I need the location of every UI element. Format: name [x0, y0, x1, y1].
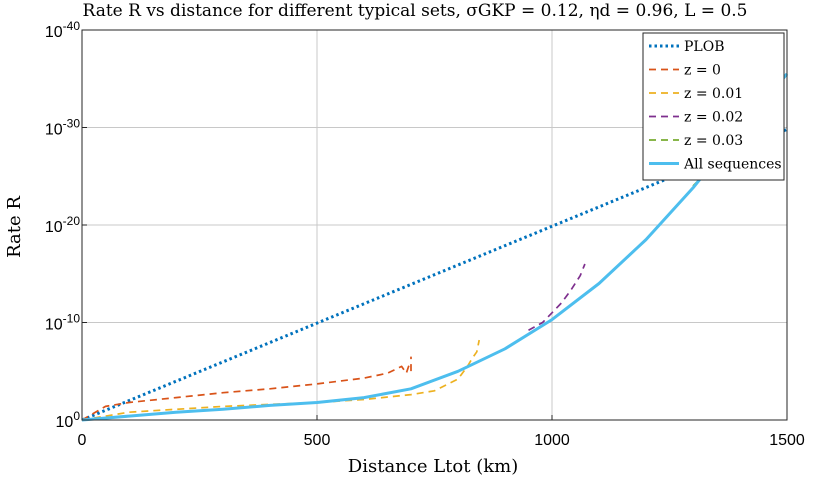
- legend-entry-label: All sequences: [683, 157, 782, 173]
- x-tick-label: 500: [304, 432, 331, 449]
- series-layer: [81, 72, 789, 422]
- series-line-0: [81, 128, 788, 422]
- x-tick-label: 1500: [769, 432, 805, 449]
- series-line-2: [81, 339, 481, 421]
- chart-title: Rate R vs distance for different typical…: [83, 1, 748, 21]
- series-line-5: [81, 72, 789, 422]
- y-tick-label: 10-40: [45, 19, 80, 41]
- series-line-3: [528, 263, 586, 332]
- y-tick-label: 10-20: [45, 214, 80, 236]
- x-tick-label: 0: [78, 432, 87, 449]
- legend-box: [642, 32, 785, 181]
- legend: PLOB z = 0 z = 0.01 z = 0.02 z = 0.03 All seq…: [642, 32, 785, 181]
- legend-entry-label: z = 0.01: [684, 86, 743, 102]
- legend-entry-label: z = 0.02: [684, 110, 743, 126]
- y-tick-label: 10-30: [45, 117, 80, 139]
- x-tick-label: 1000: [534, 432, 570, 449]
- tick-layer: 0 500 1000 1500 100 10-10 10-20 10-30 10-40: [45, 19, 805, 449]
- y-tick-label: 10-10: [45, 312, 80, 334]
- y-axis-label: Rate R: [4, 196, 25, 258]
- legend-entry-label: PLOB: [684, 39, 724, 55]
- legend-entry-label: z = 0.03: [684, 133, 743, 149]
- x-axis-label: Distance Ltot (km): [348, 456, 518, 477]
- legend-entry-label: z = 0: [684, 63, 721, 79]
- series-line-1: [81, 356, 412, 421]
- y-tick-label: 100: [56, 409, 81, 431]
